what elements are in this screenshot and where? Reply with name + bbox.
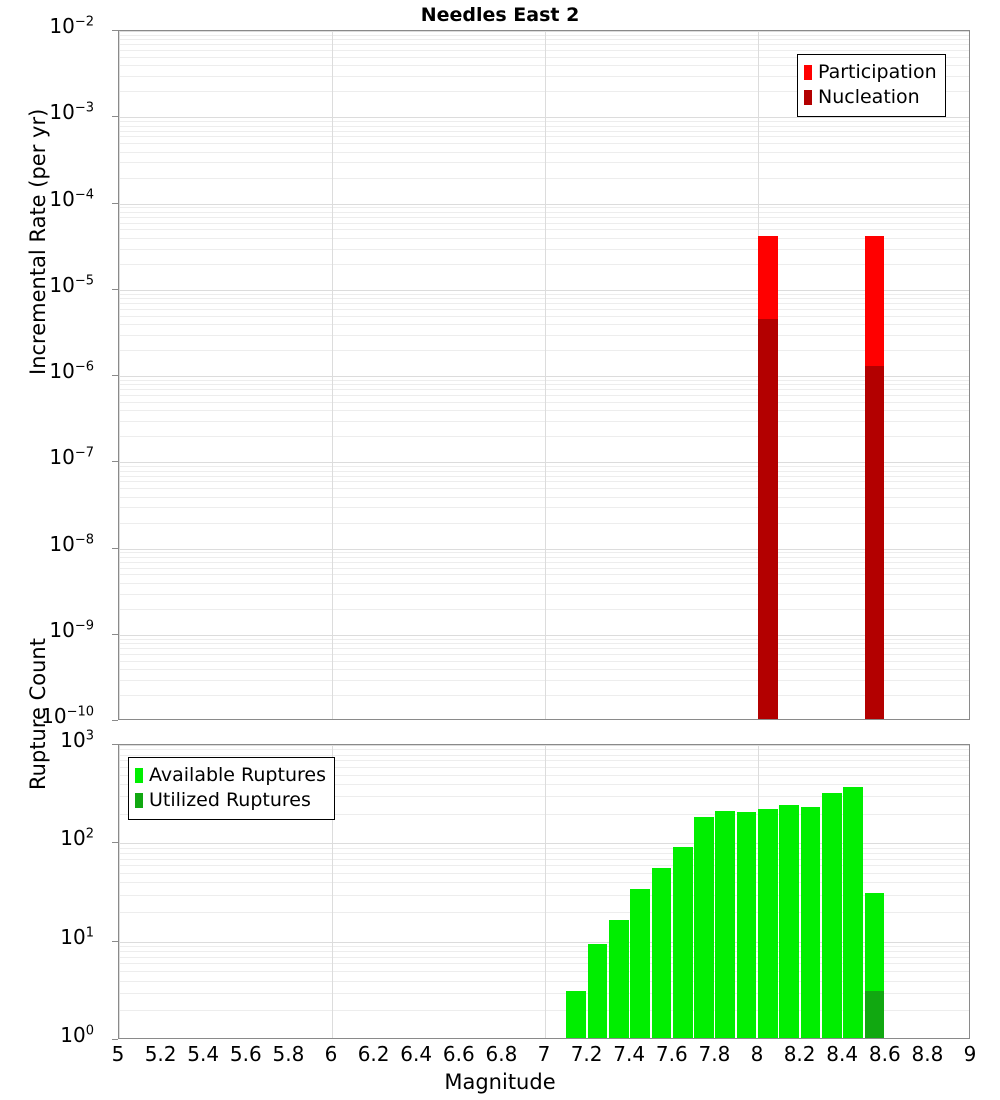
y-tick-label: 10−7: [49, 445, 94, 470]
x-tick-label: 8.2: [783, 1042, 816, 1066]
y-tick-mark: [112, 203, 118, 204]
y-tick-mark: [112, 116, 118, 117]
x-tick-label: 5.8: [272, 1042, 305, 1066]
y-tick-mark: [112, 289, 118, 290]
x-tick-label: 6.6: [442, 1042, 475, 1066]
y-tick-label: 102: [60, 826, 94, 851]
bar: [715, 810, 736, 1038]
top-y-axis-ticks: 10−2 10−3 10−4 10−5 10−6 10−7 10−8 10−9 10−10: [0, 15, 118, 726]
page-title: Needles East 2: [420, 4, 580, 26]
bar: [736, 811, 757, 1038]
y-tick-mark: [112, 375, 118, 376]
x-tick-label: 7.2: [570, 1042, 603, 1066]
x-tick-label: 7.8: [698, 1042, 731, 1066]
y-tick-mark: [112, 634, 118, 635]
x-axis-label: Magnitude: [444, 1070, 556, 1094]
bottom-y-axis-label: Rupture Count: [26, 638, 50, 790]
y-tick-mark: [112, 744, 118, 745]
bar: [694, 817, 714, 1038]
y-tick-label: 103: [60, 728, 94, 752]
y-tick-label: 101: [60, 924, 94, 949]
bar: [566, 991, 587, 1038]
x-tick-label: 7: [537, 1042, 551, 1066]
bar: [779, 804, 800, 1038]
x-tick-label: 6: [324, 1042, 338, 1066]
bar: [843, 787, 863, 1038]
y-tick-label: 10−10: [41, 704, 94, 728]
y-tick-mark: [112, 461, 118, 462]
bar: [608, 919, 629, 1038]
bottom-legend: Available Ruptures Utilized Ruptures: [128, 757, 335, 820]
x-tick-label: 7.6: [655, 1042, 688, 1066]
bar-segment: [864, 991, 885, 1038]
x-tick-label: 6.4: [400, 1042, 433, 1066]
utilized-ruptures-swatch-icon: [135, 793, 143, 808]
top-y-axis-label: Incremental Rate (per yr): [26, 108, 50, 375]
y-tick-mark: [112, 842, 118, 843]
bar: [651, 868, 672, 1038]
bar: [587, 944, 608, 1038]
x-tick-label: 9: [963, 1042, 977, 1066]
x-tick-label: 7.4: [613, 1042, 646, 1066]
x-tick-label: 8.4: [826, 1042, 859, 1066]
nucleation-swatch-icon: [804, 90, 812, 105]
bar: [800, 807, 821, 1038]
bar: [821, 793, 842, 1038]
x-tick-label: 5.6: [229, 1042, 262, 1066]
participation-swatch-icon: [804, 65, 812, 80]
y-tick-label: 10−2: [49, 14, 94, 38]
legend-label: Participation: [818, 61, 937, 83]
top-legend: Participation Nucleation: [797, 54, 946, 117]
legend-label: Available Ruptures: [149, 764, 326, 786]
y-tick-label: 10−3: [49, 100, 94, 125]
legend-item: Nucleation: [804, 85, 937, 110]
incremental-rate-plot: [118, 30, 970, 720]
y-tick-label: 10−8: [49, 531, 94, 556]
bar: [864, 235, 885, 719]
legend-item: Participation: [804, 60, 937, 85]
bar: [758, 235, 778, 719]
y-tick-label: 100: [60, 1023, 94, 1047]
legend-label: Nucleation: [818, 86, 920, 108]
y-tick-label: 10−6: [49, 359, 94, 383]
bottom-y-axis-ticks: 103 102 101 100: [0, 729, 118, 1045]
bar: [758, 808, 778, 1038]
legend-item: Available Ruptures: [135, 763, 326, 788]
x-tick-label: 6.2: [357, 1042, 390, 1066]
y-tick-mark: [112, 720, 118, 721]
legend-label: Utilized Ruptures: [149, 789, 311, 811]
available-ruptures-swatch-icon: [135, 768, 143, 783]
bar: [630, 888, 650, 1038]
bar: [672, 846, 693, 1038]
x-tick-label: 8: [750, 1042, 764, 1066]
x-tick-label: 8.6: [868, 1042, 901, 1066]
y-tick-mark: [112, 548, 118, 549]
bar-segment: [864, 365, 885, 719]
x-tick-label: 8.8: [911, 1042, 944, 1066]
bottom-bars: [119, 745, 969, 1038]
y-tick-label: 10−5: [49, 272, 94, 297]
y-tick-mark: [112, 1039, 118, 1040]
x-tick-label: 5.2: [144, 1042, 177, 1066]
y-tick-label: 10−4: [49, 186, 94, 211]
y-tick-mark: [112, 941, 118, 942]
bar: [864, 892, 885, 1038]
x-tick-label: 5: [111, 1042, 125, 1066]
y-tick-label: 10−9: [49, 617, 94, 642]
y-tick-mark: [112, 30, 118, 31]
x-tick-label: 6.8: [485, 1042, 518, 1066]
x-axis-ticks: 5 5.2 5.4 5.6 5.8 6 6.2 6.4 6.6 6.8 7 7.2 7.4 7.6 7.8 8…: [0, 1042, 1000, 1074]
top-bars: [119, 31, 969, 719]
bar-segment: [758, 319, 778, 719]
x-tick-label: 5.4: [187, 1042, 220, 1066]
legend-item: Utilized Ruptures: [135, 788, 326, 813]
